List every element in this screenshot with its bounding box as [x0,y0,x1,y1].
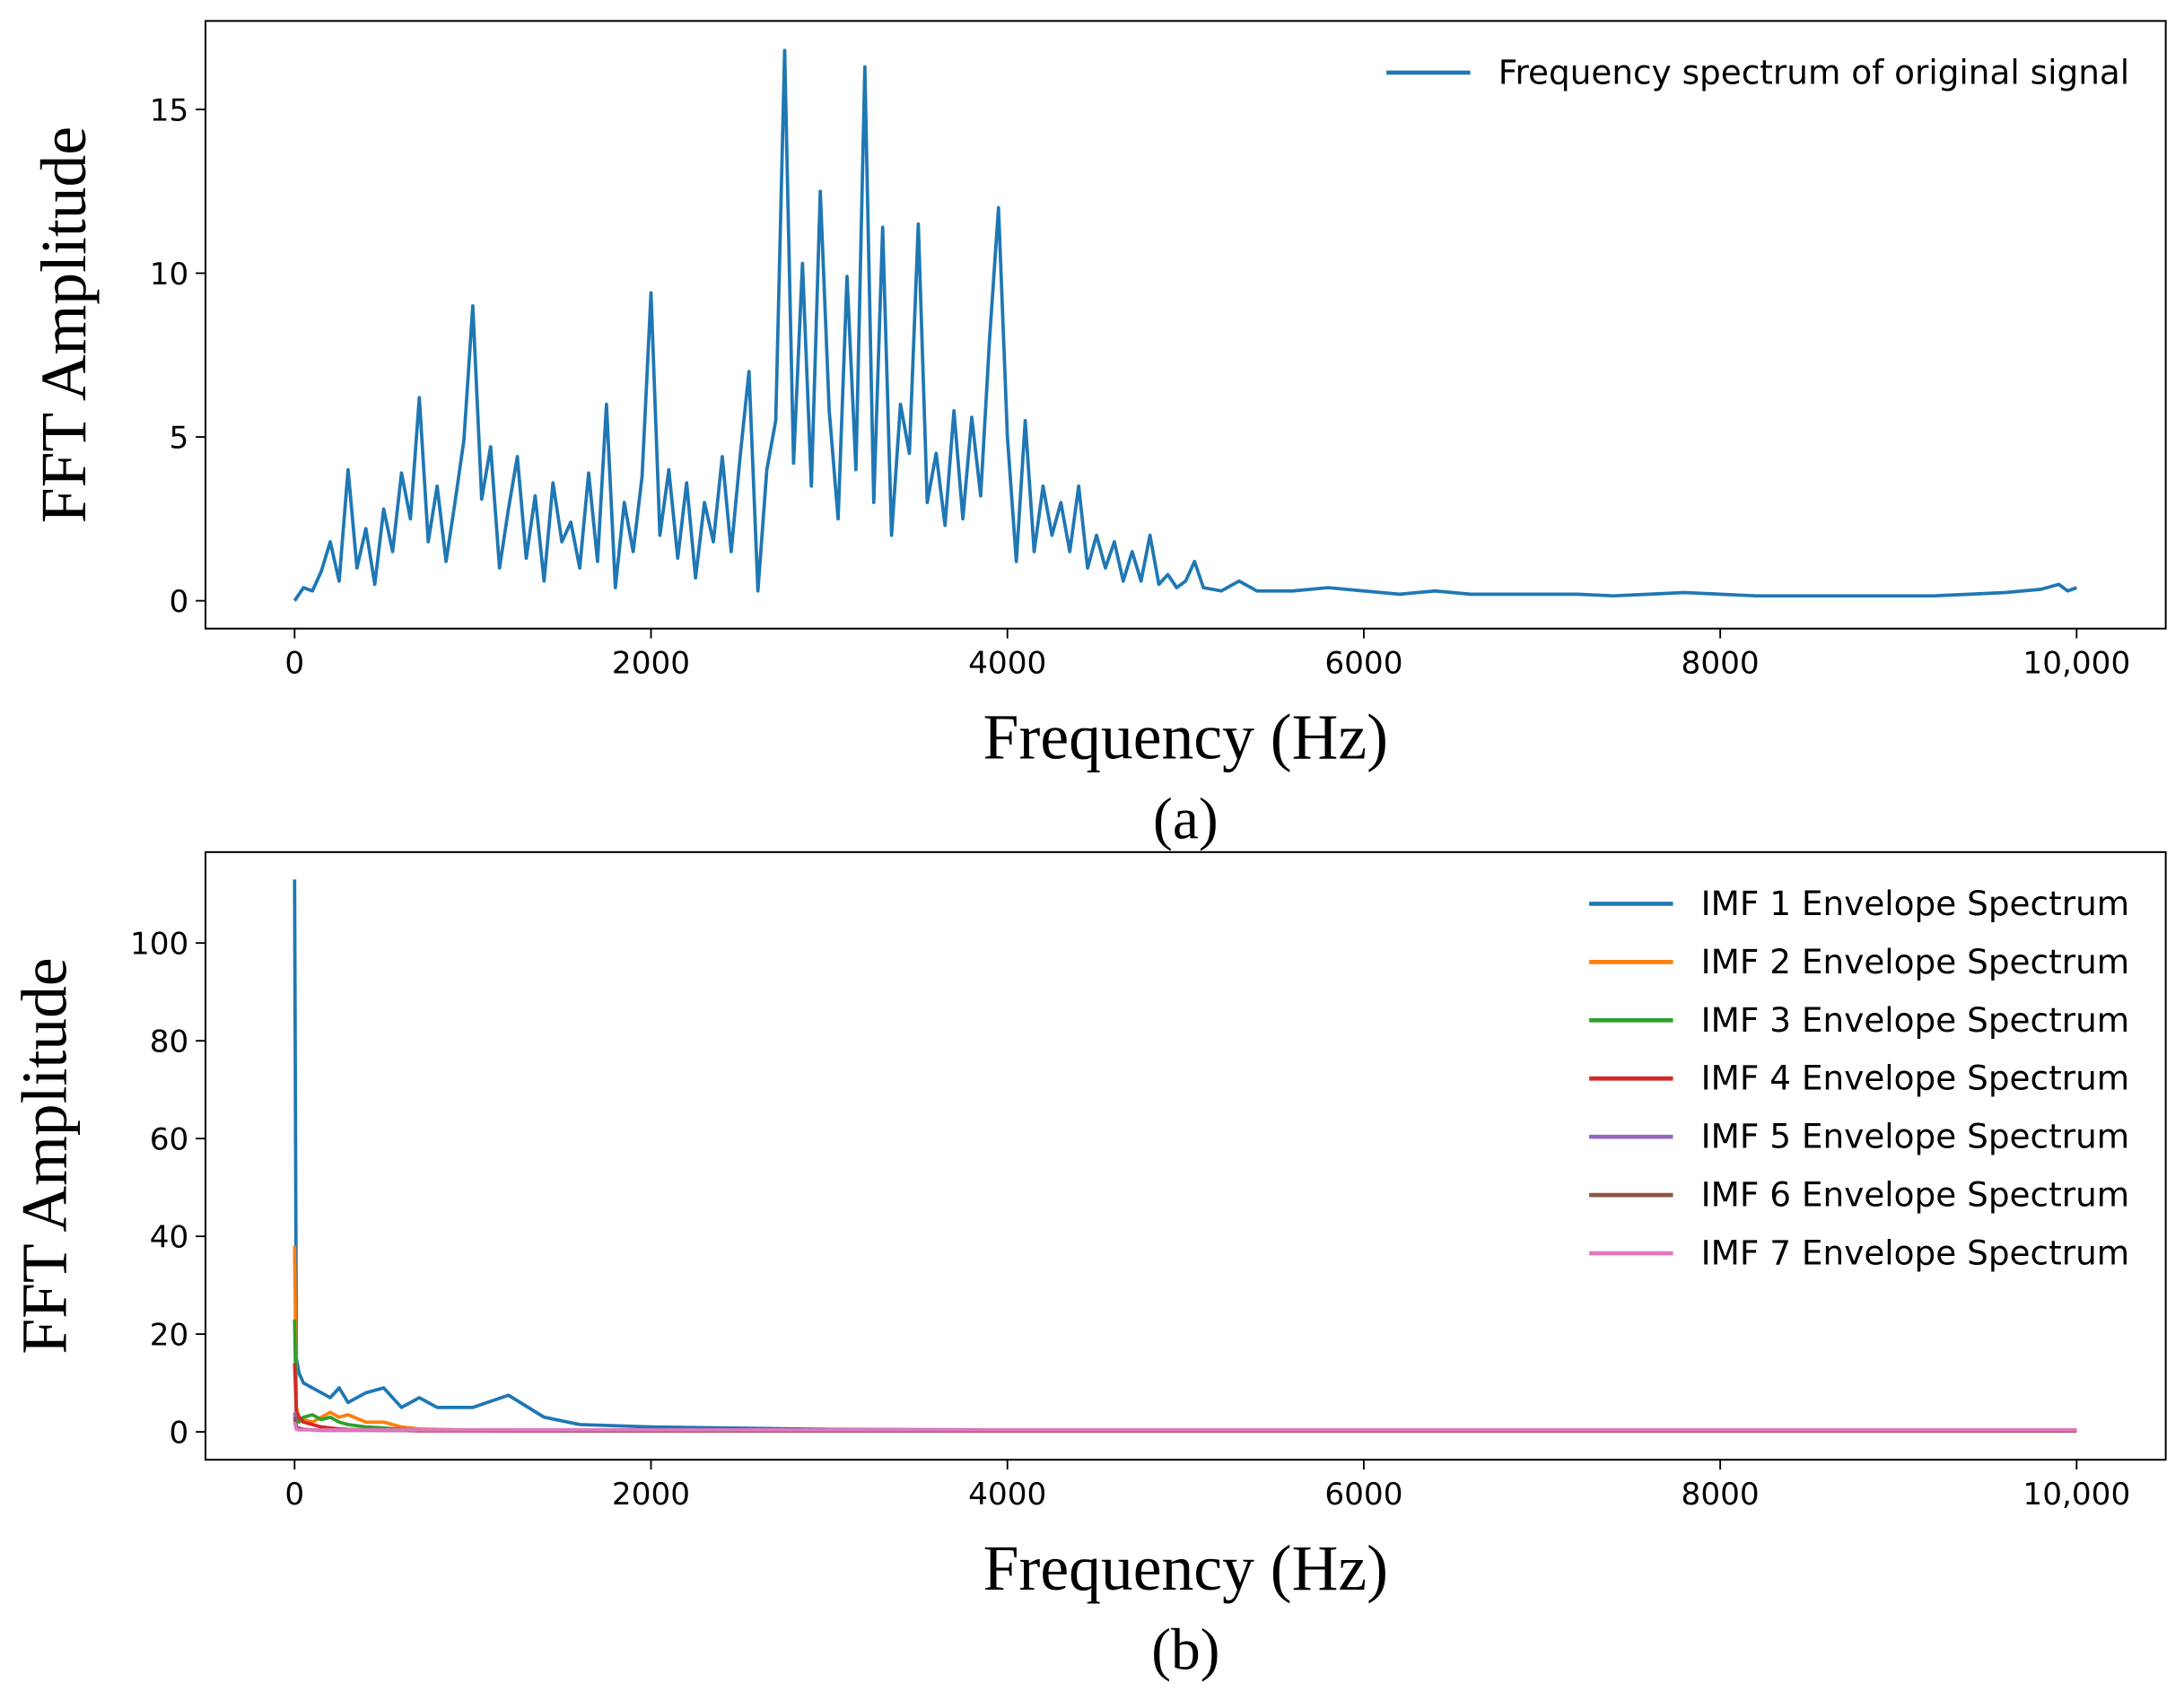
x-tick-label: 0 [284,646,304,682]
x-tick-label: 10,000 [2022,646,2130,682]
x-axis-label: Frequency (Hz) [983,1533,1388,1604]
x-tick-label: 10,000 [2022,1477,2130,1513]
y-tick-label: 15 [150,92,189,128]
legend-label: IMF 3 Envelope Spectrum [1701,1000,2129,1040]
axes-frame [205,850,2167,1461]
legend-label: IMF 1 Envelope Spectrum [1701,884,2129,923]
y-tick-label: 0 [170,1416,189,1452]
y-tick-label: 10 [150,257,189,292]
x-axis-label: Frequency (Hz) [983,702,1388,773]
series-line [293,48,2077,602]
x-tick-label: 4000 [968,646,1046,682]
legend: IMF 1 Envelope Spectrum IMF 2 Envelope Sp… [1589,884,2129,1272]
legend-label: IMF 7 Envelope Spectrum [1701,1233,2129,1272]
legend: Frequency spectrum of original signal [1386,52,2129,92]
legend-label: IMF 2 Envelope Spectrum [1701,942,2129,981]
legend-label: Frequency spectrum of original signal [1498,52,2129,92]
y-tick-label: 60 [150,1122,189,1158]
x-tick-label: 2000 [612,646,690,682]
legend-label: IMF 5 Envelope Spectrum [1701,1117,2129,1156]
y-tick-label: 0 [170,584,189,620]
plot-area [205,21,2166,629]
legend-label: IMF 4 Envelope Spectrum [1701,1059,2129,1098]
x-tick-label: 2000 [612,1477,690,1513]
y-tick-label: 5 [170,421,189,457]
y-tick-label: 80 [150,1024,189,1060]
x-tick-label: 0 [284,1477,304,1513]
y-tick-label: 40 [150,1220,189,1256]
series-line [293,1421,2077,1432]
y-axis-label: FFT Amplitude [9,957,80,1354]
y-axis-label: FFT Amplitude [29,126,100,523]
x-tick-label: 6000 [1324,646,1402,682]
y-tick-label: 20 [150,1318,189,1354]
x-tick-label: 8000 [1682,1477,1760,1513]
x-tick-label: 8000 [1682,646,1760,682]
y-tick-label: 100 [130,927,188,963]
series-line [293,879,2077,1433]
axes-frame [205,20,2167,630]
caption: (a) [1153,787,1219,851]
caption: (b) [1151,1618,1219,1683]
plot-area [205,851,2166,1460]
legend-label: IMF 6 Envelope Spectrum [1701,1175,2129,1215]
x-tick-label: 6000 [1324,1477,1402,1513]
x-tick-label: 4000 [968,1477,1046,1513]
